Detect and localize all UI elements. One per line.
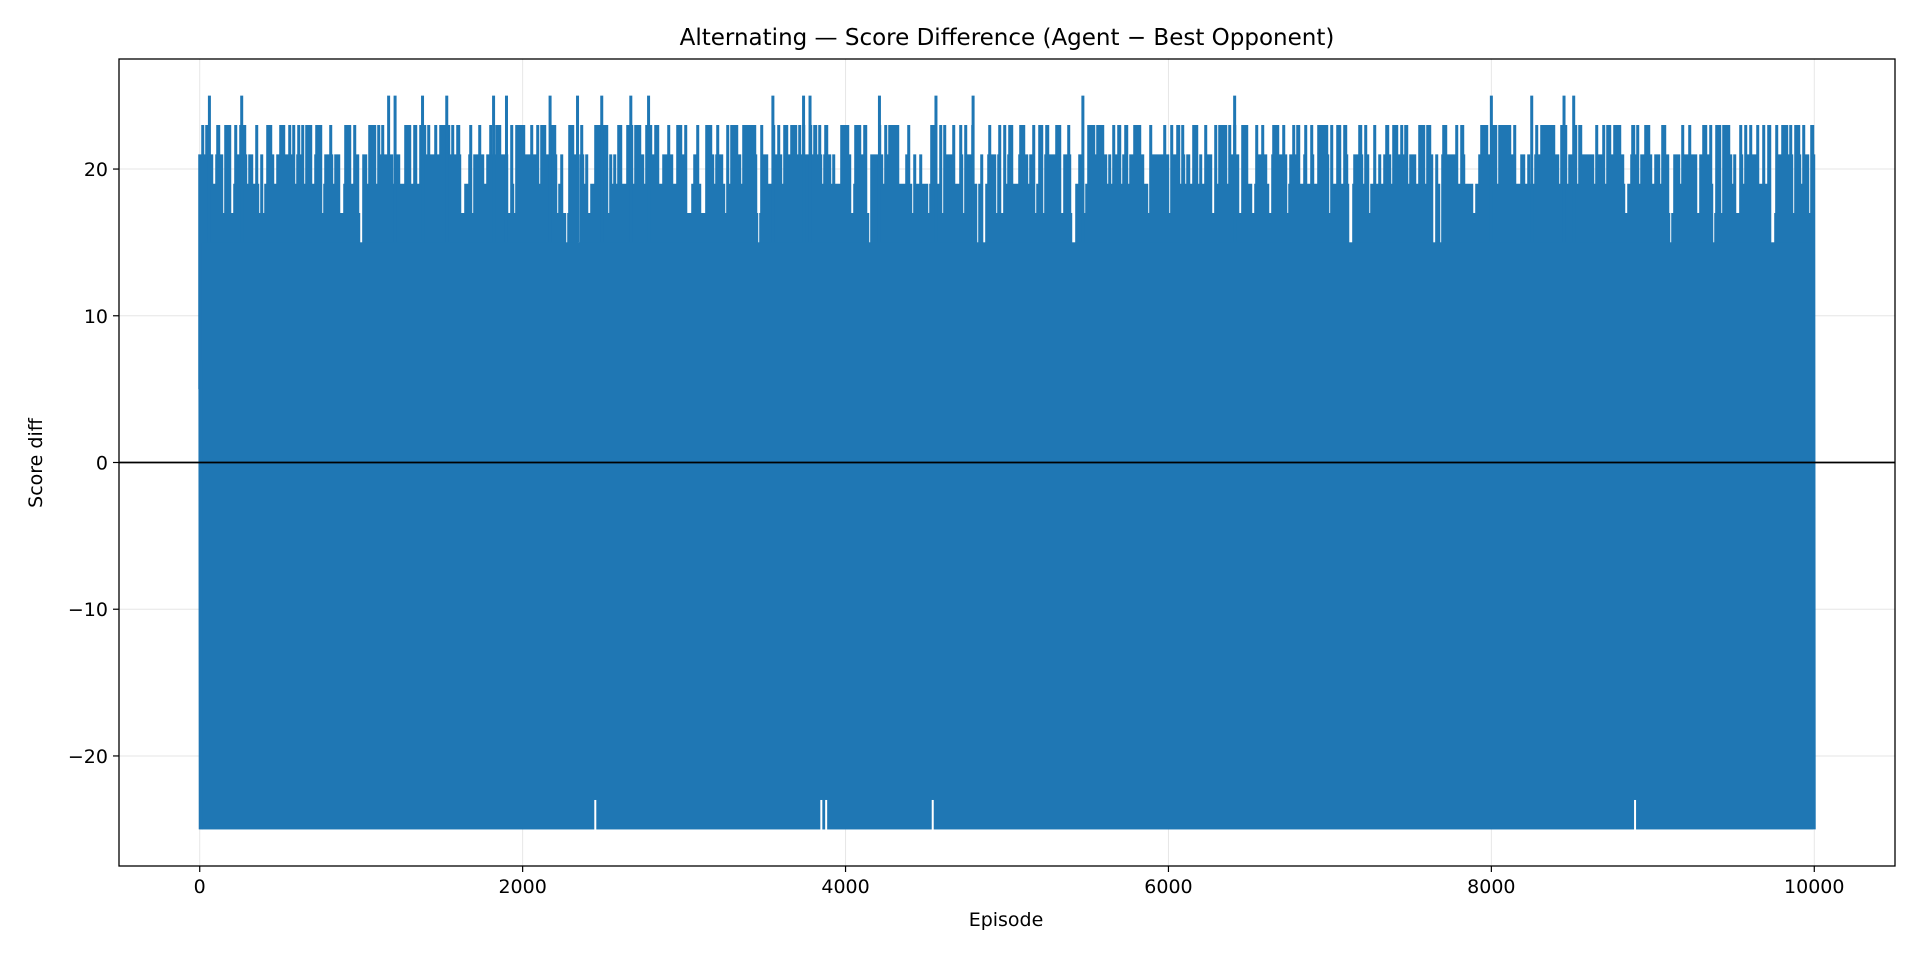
plot-area bbox=[198, 95, 1816, 831]
x-tick-label: 10000 bbox=[1784, 876, 1844, 898]
series-body bbox=[201, 242, 1814, 830]
x-tick-label: 4000 bbox=[821, 876, 869, 898]
x-tick-label: 6000 bbox=[1144, 876, 1192, 898]
chart-title: Alternating — Score Difference (Agent − … bbox=[680, 25, 1335, 51]
x-tick-label: 8000 bbox=[1467, 876, 1515, 898]
y-tick-label: −20 bbox=[68, 746, 108, 768]
y-tick-label: 10 bbox=[84, 306, 108, 328]
x-tick-label: 0 bbox=[194, 876, 206, 898]
y-axis-ticks: −20 −10 0 10 20 bbox=[68, 159, 119, 768]
y-tick-label: −10 bbox=[68, 599, 108, 621]
y-tick-label: 0 bbox=[96, 453, 108, 475]
y-tick-label: 20 bbox=[84, 159, 108, 181]
y-axis-label: Score diff bbox=[25, 417, 47, 508]
x-axis-ticks: 0 2000 4000 6000 8000 10000 bbox=[194, 866, 1844, 898]
x-axis-label: Episode bbox=[969, 909, 1044, 931]
x-tick-label: 2000 bbox=[498, 876, 546, 898]
series-start bbox=[199, 359, 203, 830]
